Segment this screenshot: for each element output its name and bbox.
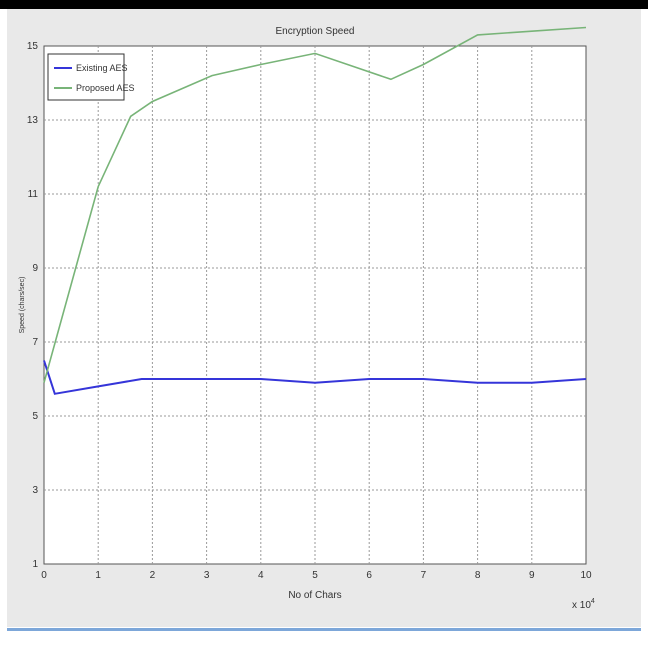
y-tick-label: 3 bbox=[32, 485, 38, 496]
y-tick-label: 15 bbox=[27, 41, 39, 52]
y-tick-label: 7 bbox=[32, 337, 38, 348]
x-axis-multiplier: x 104 bbox=[572, 598, 595, 611]
x-tick-label: 6 bbox=[366, 570, 372, 581]
plot-area bbox=[43, 45, 587, 565]
legend-label-proposed-aes: Proposed AES bbox=[76, 83, 135, 93]
x-tick-label: 1 bbox=[95, 570, 101, 581]
series-line-existing-aes bbox=[43, 360, 587, 395]
y-tick-label: 13 bbox=[27, 115, 39, 126]
series-line-proposed-aes bbox=[43, 26, 587, 383]
x-tick-label: 10 bbox=[580, 570, 592, 581]
x-tick-label: 3 bbox=[204, 570, 210, 581]
x-tick-label: 0 bbox=[41, 570, 47, 581]
x-multiplier-exponent: 4 bbox=[591, 598, 595, 605]
x-tick-label: 9 bbox=[529, 570, 535, 581]
x-tick-label: 2 bbox=[150, 570, 156, 581]
legend-box bbox=[47, 53, 125, 101]
x-multiplier-base: x 10 bbox=[572, 600, 591, 611]
x-tick-label: 5 bbox=[312, 570, 318, 581]
window-top-bar bbox=[0, 0, 648, 9]
legend-label-existing-aes: Existing AES bbox=[76, 63, 128, 73]
series-lines bbox=[43, 26, 587, 395]
y-tick-label: 1 bbox=[32, 559, 38, 570]
y-tick-label: 5 bbox=[32, 411, 38, 422]
x-axis-label: No of Chars bbox=[288, 590, 341, 601]
x-tick-label: 8 bbox=[475, 570, 481, 581]
legend: Existing AES Proposed AES bbox=[47, 53, 135, 101]
bottom-rule bbox=[7, 628, 641, 631]
y-tick-label: 11 bbox=[28, 189, 39, 200]
y-tick-label: 9 bbox=[32, 263, 38, 274]
y-axis-label: Speed (chars/sec) bbox=[19, 277, 26, 334]
x-tick-label: 7 bbox=[421, 570, 427, 581]
x-tick-label: 4 bbox=[258, 570, 264, 581]
chart-title: Encryption Speed bbox=[276, 26, 355, 37]
